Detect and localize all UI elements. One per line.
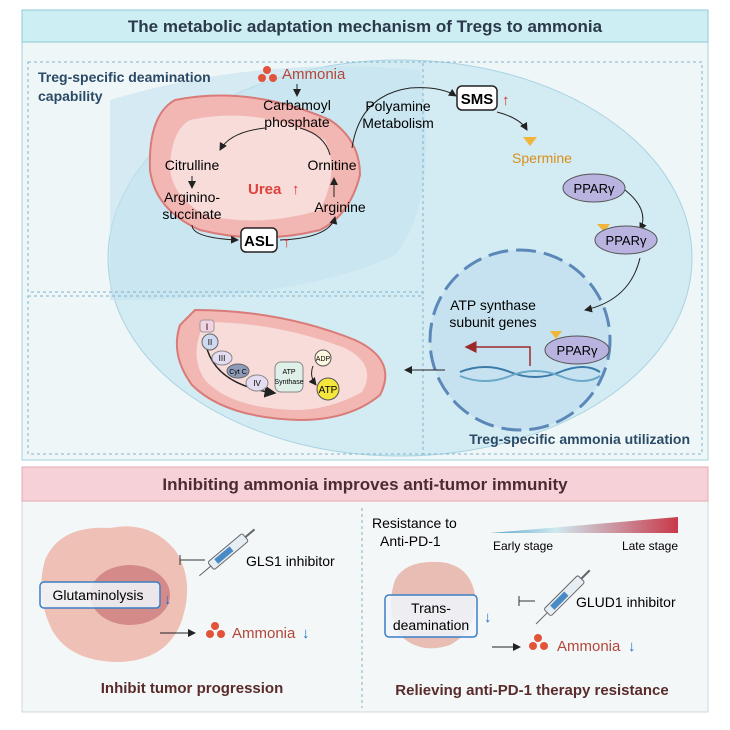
complex-i-label: I — [206, 322, 209, 332]
transdeamination-label-2: deamination — [393, 617, 469, 633]
down-arrow-icon: ↓ — [628, 638, 636, 655]
early-stage-label: Early stage — [493, 539, 553, 553]
nucleus — [428, 248, 612, 432]
citrulline-label: Citrulline — [165, 157, 220, 173]
ammonia-label-right: Ammonia — [557, 638, 621, 655]
spermine-icon — [523, 137, 537, 146]
cyt-c-label: Cyt C — [229, 369, 247, 376]
asl-box — [240, 227, 278, 253]
top-title: The metabolic adaptation mechanism of Tr… — [128, 17, 603, 36]
deamination-label-2: capability — [38, 88, 103, 104]
left-caption: Inhibit tumor progression — [101, 680, 284, 697]
ppar-label-1: PPARγ — [574, 181, 615, 196]
resistance-label: Resistance to — [372, 515, 457, 531]
down-arrow-icon: ↓ — [302, 625, 310, 642]
utilization-box — [422, 61, 703, 455]
atp-label: ATP — [319, 385, 338, 396]
atp-synthase-label-2: Synthase — [274, 379, 303, 386]
down-arrow-icon: ↓ — [484, 609, 492, 626]
up-arrow-icon: ↑ — [502, 92, 510, 109]
glutaminolysis-label: Glutaminolysis — [52, 587, 143, 603]
complex-ii — [201, 333, 219, 351]
bottom-title: Inhibiting ammonia improves anti-tumor i… — [162, 475, 568, 494]
complex-iii — [211, 350, 233, 366]
genes-label-2: subunit genes — [449, 314, 536, 330]
adp-icon — [314, 349, 332, 367]
sms-label: SMS — [461, 91, 494, 108]
late-stage-label: Late stage — [622, 539, 678, 553]
complex-iv — [245, 374, 269, 392]
gls1-inhibitor-label: GLS1 inhibitor — [246, 553, 335, 569]
complex-iv-label: IV — [253, 379, 261, 388]
top-title-bar — [21, 9, 709, 43]
cyt-c — [226, 363, 250, 379]
glud1-inhibitor-label: GLUD1 inhibitor — [576, 594, 676, 610]
bottom-title-bar — [21, 466, 709, 502]
syringe-icon — [535, 569, 591, 625]
ammonia-icon — [258, 66, 277, 82]
sms-box — [456, 85, 498, 111]
resistance-label-2: Anti-PD-1 — [380, 533, 441, 549]
carbamoyl-label: Carbamoyl — [263, 97, 331, 113]
carbamoyl-label-2: phosphate — [264, 114, 330, 130]
syringe-icon — [199, 528, 256, 577]
ppar-protein-1 — [562, 173, 626, 203]
spermine-icon — [550, 331, 562, 339]
atp-synthase-label: ATP — [282, 369, 295, 376]
arginine-label: Arginine — [314, 199, 366, 215]
genes-label: ATP synthase — [450, 297, 536, 313]
adp-label: ADP — [316, 356, 331, 363]
ammonia-label-left: Ammonia — [232, 625, 296, 642]
ornitine-label: Ornitine — [307, 157, 356, 173]
ppar-label-3: PPARγ — [557, 343, 598, 358]
glutaminolysis-box — [39, 581, 161, 609]
urea-label: Urea — [248, 181, 282, 198]
atp-icon — [316, 377, 340, 401]
complex-ii-label: II — [208, 338, 212, 347]
up-arrow-icon: ↑ — [292, 181, 300, 198]
polyamine-label: Polyamine — [365, 98, 431, 114]
ammonia-label: Ammonia — [282, 66, 346, 83]
spermine-label: Spermine — [512, 150, 572, 166]
down-arrow-icon: ↓ — [164, 591, 172, 608]
ammonia-icon — [206, 622, 225, 638]
ppar-label-2: PPARγ — [606, 233, 647, 248]
atp-synthase — [274, 361, 304, 393]
deamination-label: Treg-specific deamination — [38, 69, 211, 85]
asl-label: ASL — [244, 233, 274, 250]
argininosuccinate-label-2: succinate — [162, 206, 221, 222]
complex-iii-label: III — [219, 354, 226, 363]
argininosuccinate-label: Arginino- — [164, 189, 220, 205]
utilization-label: Treg-specific ammonia utilization — [469, 431, 690, 447]
ammonia-icon — [529, 634, 548, 650]
ppar-protein-2 — [594, 225, 658, 255]
up-arrow-icon: ↑ — [283, 234, 291, 251]
spermine-icon — [597, 224, 610, 232]
polyamine-label-2: Metabolism — [362, 115, 434, 131]
dna-icon — [459, 366, 601, 378]
transdeamination-box — [384, 594, 478, 638]
stage-gradient — [490, 517, 678, 533]
right-caption: Relieving anti-PD-1 therapy resistance — [395, 682, 668, 699]
complex-i — [199, 319, 215, 333]
etc-box — [27, 295, 424, 455]
transdeamination-label: Trans- — [411, 600, 451, 616]
mito-inner — [170, 115, 332, 221]
ppar-protein-3 — [544, 335, 610, 365]
